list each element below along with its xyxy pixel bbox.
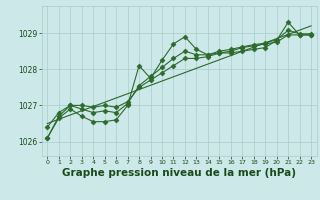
- X-axis label: Graphe pression niveau de la mer (hPa): Graphe pression niveau de la mer (hPa): [62, 168, 296, 178]
